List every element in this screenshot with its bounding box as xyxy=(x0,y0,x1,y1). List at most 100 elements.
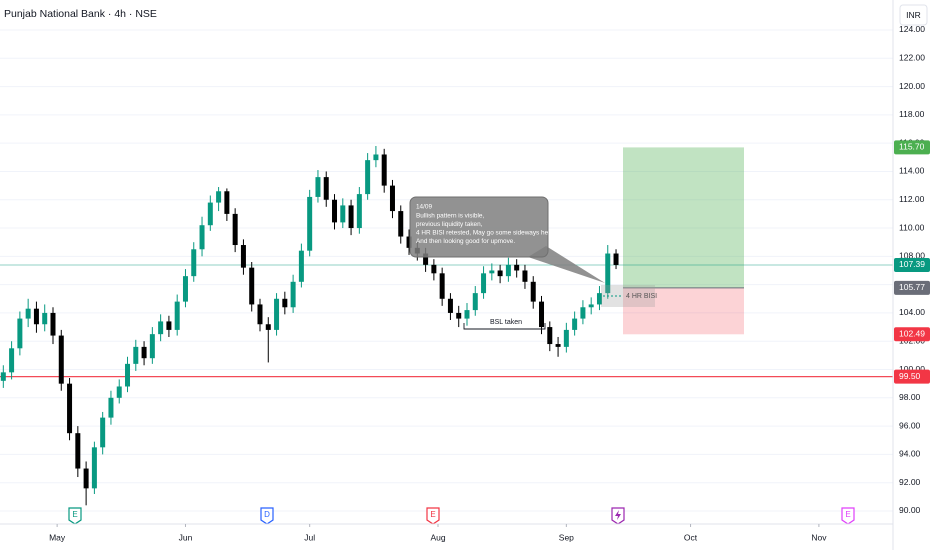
y-tick-label: 112.00 xyxy=(899,194,925,204)
candle-body xyxy=(489,270,495,274)
candle-body xyxy=(373,154,379,161)
candle-body xyxy=(547,327,553,345)
candle-body xyxy=(514,264,520,271)
candle-body xyxy=(365,160,371,195)
candle-body xyxy=(555,344,561,347)
candle-body xyxy=(464,310,470,319)
stop-zone xyxy=(623,287,744,335)
candle-body xyxy=(17,318,23,349)
event-icon xyxy=(68,507,82,525)
x-tick-label: Sep xyxy=(559,532,574,542)
candle-body xyxy=(257,304,263,325)
currency[interactable]: INR xyxy=(906,10,921,20)
candle-body xyxy=(149,334,155,359)
candle-body xyxy=(381,154,387,186)
candle-body xyxy=(91,447,97,489)
candle-body xyxy=(274,298,280,330)
callout-text: And then looking good for upmove. xyxy=(416,238,515,245)
price-label-bg xyxy=(894,280,930,295)
candle-body xyxy=(539,301,545,328)
candle-body xyxy=(166,321,172,330)
candle-body xyxy=(439,273,445,299)
x-tick-label: May xyxy=(49,532,66,542)
currency-box[interactable] xyxy=(899,4,928,26)
y-tick-label: 96.00 xyxy=(899,420,921,430)
candle-body xyxy=(323,177,329,200)
candle-body xyxy=(191,249,197,277)
y-tick-label: 104.00 xyxy=(899,307,925,317)
candle-body xyxy=(9,348,15,373)
candle-body xyxy=(406,236,412,248)
candle-body xyxy=(58,335,64,384)
price-label-bg xyxy=(894,140,930,155)
candle-body xyxy=(340,205,346,223)
candle-body xyxy=(249,267,255,305)
candle-body xyxy=(423,253,429,265)
callout-text: Bullish pattern is visible, xyxy=(416,212,484,219)
candle-body xyxy=(588,304,594,308)
candle-body xyxy=(25,308,31,319)
candle-body xyxy=(265,324,271,330)
event-bolt xyxy=(615,510,621,520)
candle-body xyxy=(232,213,238,246)
candle-body xyxy=(481,273,487,294)
candle-body xyxy=(431,264,437,274)
candle-body xyxy=(356,194,362,229)
y-tick-label: 92.00 xyxy=(899,477,921,487)
event-label: E xyxy=(430,510,435,519)
price-label: 102.49 xyxy=(899,329,925,339)
bisi-label: 4 HR BISI xyxy=(626,293,657,300)
candle-body xyxy=(75,433,81,469)
event-label: E xyxy=(845,510,850,519)
candle-body xyxy=(174,301,180,330)
x-tick-label: Jun xyxy=(179,532,193,542)
candle-body xyxy=(398,211,404,237)
candle-body xyxy=(472,293,478,311)
event-label: D xyxy=(264,510,270,519)
axes: 90.0092.0094.0096.0098.00100.00102.00104… xyxy=(49,24,930,542)
candle-body xyxy=(596,293,602,305)
y-tick-label: 108.00 xyxy=(899,251,925,261)
candle-body xyxy=(133,346,139,364)
y-tick-label: 100.00 xyxy=(899,364,925,374)
candle-body xyxy=(572,318,578,330)
chart-title: Punjab National Bank · 4h · NSE xyxy=(4,8,157,20)
candle-body xyxy=(613,253,619,265)
candle-body xyxy=(563,329,569,347)
candle-body xyxy=(224,191,230,214)
candle-body xyxy=(199,225,205,250)
candle-body xyxy=(522,270,528,282)
candle-body xyxy=(158,321,164,335)
event-label: E xyxy=(72,510,77,519)
candle-body xyxy=(315,177,321,197)
candle-body xyxy=(33,308,39,325)
candle-body xyxy=(348,205,354,229)
candle-body xyxy=(50,312,56,336)
target-zone xyxy=(623,147,744,288)
callout-text: previous liquidity taken, xyxy=(416,221,483,228)
y-tick-label: 118.00 xyxy=(899,109,925,119)
candle-body xyxy=(447,298,453,313)
candle-body xyxy=(42,312,48,325)
candle-body xyxy=(282,298,288,308)
event-icon xyxy=(426,507,440,525)
grid xyxy=(0,29,893,512)
overlay-back xyxy=(0,147,893,378)
candle-body xyxy=(456,312,462,319)
callout-text: 4 HR BISI retested, May go some sideways… xyxy=(416,229,556,236)
callout-pointer xyxy=(528,246,605,283)
y-tick-label: 98.00 xyxy=(899,392,921,402)
price-label: 105.77 xyxy=(899,282,925,292)
candle-body xyxy=(83,468,89,489)
price-label: 115.70 xyxy=(899,142,925,152)
price-label-bg xyxy=(894,327,930,342)
callout-box xyxy=(409,196,549,258)
price-label: 107.39 xyxy=(899,259,925,269)
callout-text: 14/09 xyxy=(416,204,432,211)
candle-body xyxy=(497,270,503,277)
candle-body xyxy=(125,363,131,387)
candle-body xyxy=(332,199,338,223)
price-label-bg xyxy=(894,369,930,384)
